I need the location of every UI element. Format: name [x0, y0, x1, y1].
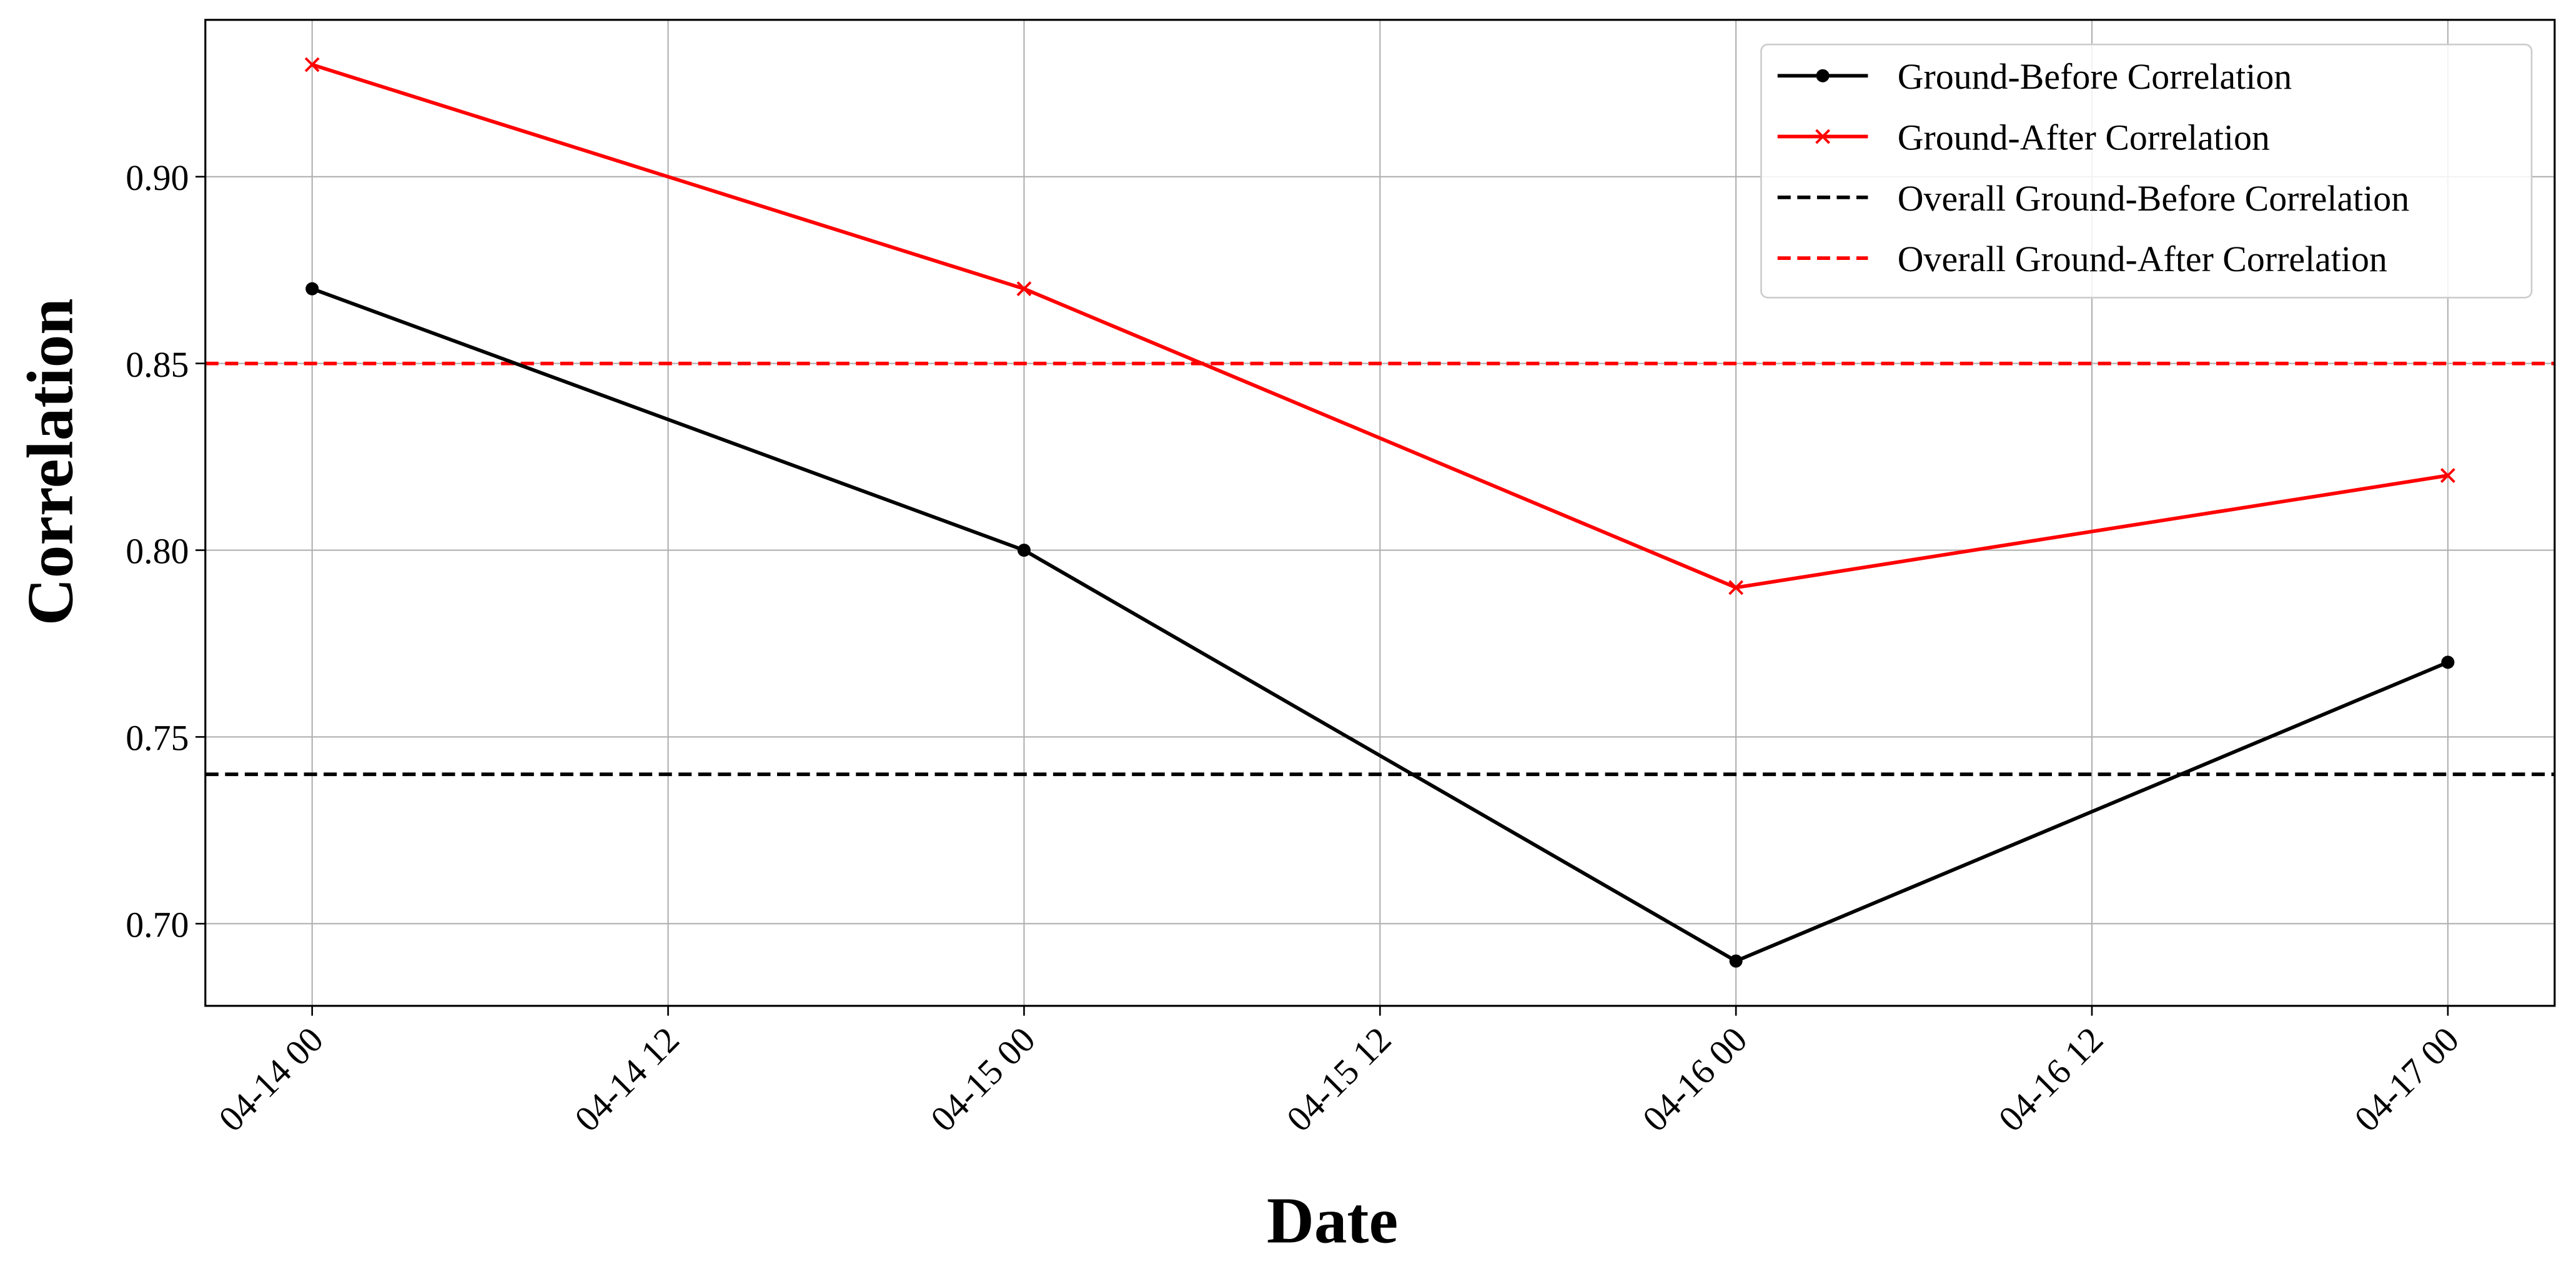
legend-label: Overall Ground-Before Correlation: [1898, 178, 2409, 219]
y-axis-label: Correlation: [14, 298, 87, 625]
point: [1017, 544, 1031, 557]
legend-label: Ground-After Correlation: [1898, 117, 2270, 158]
legend-label: Overall Ground-After Correlation: [1898, 239, 2387, 279]
point: [2441, 655, 2455, 669]
series-line: [311, 287, 2449, 963]
y-tick-label: 0.75: [126, 718, 189, 759]
series-line: [311, 62, 2449, 590]
legend-label: Ground-Before Correlation: [1898, 56, 2292, 97]
y-tick-label: 0.80: [126, 531, 189, 572]
point: [1729, 954, 1743, 968]
y-tick-label: 0.70: [126, 904, 189, 945]
point: [2440, 468, 2455, 483]
point: [304, 57, 320, 72]
point: [1016, 281, 1032, 297]
point: [305, 282, 319, 296]
y-tick-label: 0.90: [126, 157, 189, 198]
x-axis-label: Date: [1267, 1184, 1398, 1257]
y-tick-label: 0.85: [126, 344, 189, 385]
legend-box: [1760, 43, 2533, 299]
point: [1728, 580, 1744, 595]
legend-marker: [1815, 129, 1831, 144]
plot-frame: [204, 19, 2556, 1007]
legend-marker: [1816, 69, 1830, 82]
